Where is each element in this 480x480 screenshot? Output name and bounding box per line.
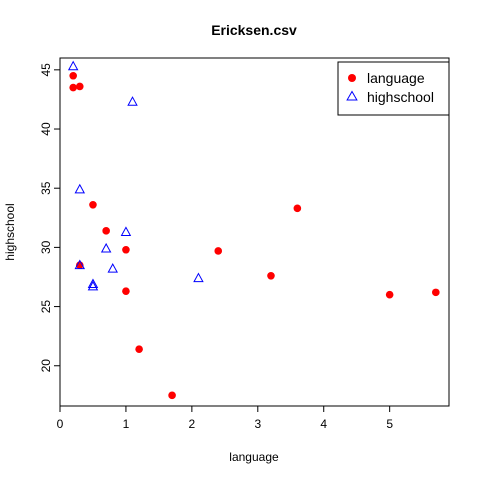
- legend-box: [337, 61, 450, 116]
- point-highschool: [87, 280, 99, 291]
- legend-marker-language: [348, 74, 356, 82]
- y-tick-label: 30: [39, 240, 53, 254]
- point-highschool: [67, 60, 79, 71]
- point-language: [214, 247, 223, 255]
- point-highschool: [127, 96, 138, 106]
- x-axis: 0 1 2 3 4 5: [57, 406, 393, 431]
- point-highschool: [107, 263, 118, 273]
- point-highschool: [193, 272, 204, 283]
- x-tick-label: 2: [189, 417, 196, 431]
- legend-label-language: language: [367, 70, 425, 86]
- point-language: [432, 288, 440, 297]
- y-tick-label: 40: [39, 122, 53, 136]
- y-axis-label: highschool: [3, 203, 17, 260]
- y-axis: 20 25 30 35 40 45: [39, 63, 60, 373]
- point-highschool: [87, 278, 99, 289]
- point-language: [385, 290, 394, 299]
- point-language: [293, 204, 302, 213]
- x-tick-label: 4: [320, 417, 327, 431]
- y-tick-label: 45: [39, 63, 53, 77]
- chart-title: Ericksen.csv: [211, 22, 297, 38]
- point-highschool: [74, 183, 86, 194]
- point-language: [102, 227, 110, 235]
- x-axis-label: language: [229, 450, 279, 464]
- x-tick-label: 1: [123, 417, 130, 431]
- x-tick-label: 3: [254, 417, 261, 431]
- point-highschool: [100, 242, 112, 253]
- x-tick-label: 5: [386, 417, 393, 431]
- x-tick-label: 0: [57, 417, 64, 431]
- point-language: [89, 200, 97, 209]
- point-highschool: [120, 226, 132, 236]
- plot-frame: [59, 57, 450, 407]
- y-tick-label: 35: [39, 181, 53, 195]
- point-language: [69, 71, 77, 80]
- data-points: [67, 60, 440, 400]
- point-language: [122, 287, 130, 295]
- point-language: [75, 82, 84, 91]
- point-highschool: [74, 259, 86, 270]
- point-language: [168, 391, 176, 400]
- legend-label-highschool: highschool: [367, 89, 434, 105]
- legend-marker-highschool: [346, 90, 358, 101]
- point-language: [122, 245, 130, 254]
- point-language: [267, 271, 275, 280]
- y-tick-label: 20: [39, 359, 53, 373]
- legend: language highschool: [337, 61, 450, 116]
- point-language: [69, 83, 77, 92]
- y-tick-label: 25: [39, 300, 53, 314]
- point-language: [135, 345, 143, 353]
